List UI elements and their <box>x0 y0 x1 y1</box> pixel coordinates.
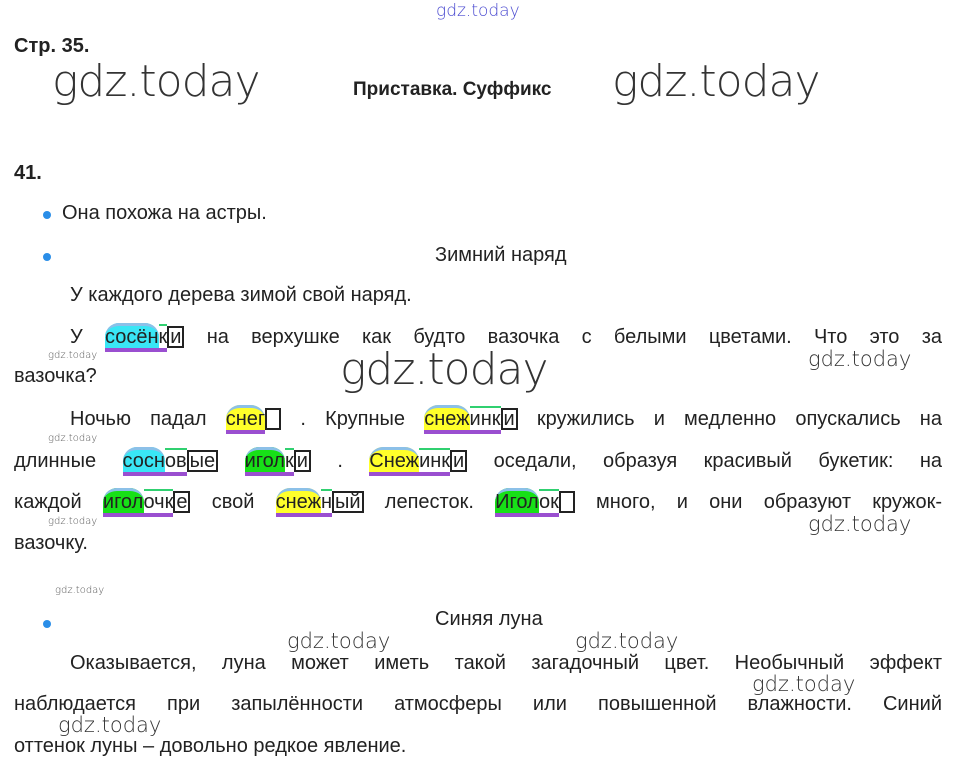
watermark: gdz.today <box>752 672 856 696</box>
text-line: Оказывается, луна может иметь такой зага… <box>70 652 942 674</box>
text-line: оттенок луны – довольно редкое явление. <box>14 735 407 757</box>
watermark: gdz.today <box>287 629 391 653</box>
watermark: gdz.today <box>48 350 98 361</box>
word-ending: и <box>500 408 518 430</box>
parsed-word: сосёнк и <box>104 323 185 352</box>
word-ending: е <box>173 491 191 513</box>
exercise-number: 41. <box>14 162 42 184</box>
word-suffix: к <box>284 448 294 472</box>
word-root: Игол <box>495 488 539 513</box>
parsed-word: снежн ый <box>275 488 364 517</box>
word-stem: Снежинк <box>369 447 451 476</box>
word-suffix: очк <box>143 489 174 513</box>
word-ending: и <box>293 450 311 472</box>
parsed-word: снежинк и <box>424 405 518 434</box>
watermark: gdz.today <box>48 433 98 444</box>
parsed-word: соснов ые <box>122 447 219 476</box>
text-line: каждой иголочк е свой снежн ый лепесток. И… <box>14 488 942 517</box>
answer-text: Она похожа на астры. <box>62 202 267 224</box>
parsed-word: Иголок <box>495 488 575 517</box>
watermark: gdz.today <box>612 56 821 107</box>
parsed-word: снег <box>225 405 282 434</box>
watermark: gdz.today <box>52 56 261 107</box>
page-number: Стр. 35. <box>14 35 90 57</box>
word-ending: ый <box>332 491 364 513</box>
word-ending <box>265 408 282 430</box>
word-ending <box>558 491 575 513</box>
word-stem: снежинк <box>424 405 501 434</box>
word-root: снег <box>225 405 266 430</box>
watermark: gdz.today <box>55 585 105 596</box>
watermark: gdz.today <box>575 629 679 653</box>
watermark: gdz.today <box>808 512 912 536</box>
word-ending: и <box>450 450 468 472</box>
watermark: gdz.today <box>58 713 162 737</box>
parsed-word: иголочк е <box>102 488 191 517</box>
text-line: У сосёнк и на верхушке как будто вазочка … <box>14 323 942 352</box>
text-title: Синяя луна <box>435 608 543 630</box>
word-stem: снежн <box>275 488 333 517</box>
watermark: gdz.today <box>340 344 549 395</box>
word-suffix: инк <box>469 406 501 430</box>
text-line: наблюдается при запылённости атмосферы и… <box>14 693 942 715</box>
text-line: У каждого дерева зимой свой наряд. <box>70 284 412 306</box>
word-stem: иголк <box>244 447 294 476</box>
word-suffix: ов <box>164 448 187 472</box>
word-suffix: к <box>158 324 168 348</box>
word-stem: снег <box>225 405 266 434</box>
word-root: игол <box>102 488 144 513</box>
word-stem: иголочк <box>102 488 174 517</box>
text-line: Ночью падал снег . Крупные снежинк и круж… <box>14 405 942 434</box>
word-stem: Иголок <box>495 488 559 517</box>
word-root: снеж <box>424 405 470 430</box>
parsed-word: Снежинк и <box>369 447 468 476</box>
text-line: длинные соснов ые иголк и . Снежинк и оседа… <box>14 447 942 476</box>
word-ending: ые <box>186 450 219 472</box>
word-root: сосн <box>122 447 165 472</box>
page-title: Приставка. Суффикс <box>353 79 552 100</box>
word-stem: соснов <box>122 447 187 476</box>
bullet-icon <box>43 253 51 261</box>
word-root: Снеж <box>369 447 420 472</box>
watermark: gdz.today <box>48 516 98 527</box>
word-root: снеж <box>275 488 321 513</box>
word-suffix: инк <box>419 448 451 472</box>
text-line: вазочку. <box>14 532 88 554</box>
word-suffix: ок <box>538 489 559 513</box>
bullet-icon <box>43 620 51 628</box>
word-suffix: н <box>320 489 333 513</box>
bullet-icon <box>43 211 51 219</box>
text-title: Зимний наряд <box>435 244 567 266</box>
text-line: вазочка? <box>14 365 97 387</box>
parsed-word: иголк и <box>244 447 311 476</box>
word-stem: сосёнк <box>104 323 168 352</box>
word-root: игол <box>244 447 285 472</box>
word-root: сосён <box>104 323 159 348</box>
watermark: gdz.today <box>808 347 912 371</box>
word-ending: и <box>167 326 185 348</box>
watermark: gdz.today <box>436 1 520 21</box>
